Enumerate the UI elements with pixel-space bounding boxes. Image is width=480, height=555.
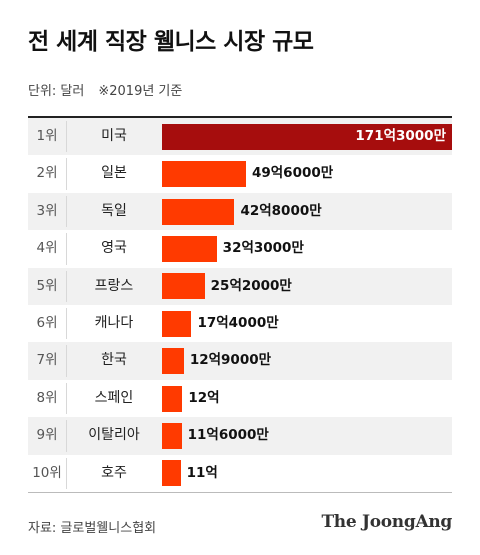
rank-label: 8위 bbox=[36, 389, 58, 406]
value-label: 12억 bbox=[188, 389, 220, 406]
data-bar bbox=[162, 422, 182, 449]
table-row bbox=[28, 417, 452, 455]
category-label: 호주 bbox=[101, 464, 127, 481]
rank-column-divider bbox=[66, 158, 67, 190]
data-bar bbox=[162, 310, 192, 337]
rank-label: 5위 bbox=[36, 277, 58, 294]
category-label: 한국 bbox=[101, 352, 127, 369]
rank-label: 2위 bbox=[36, 165, 58, 182]
value-label: 171억3000만 bbox=[355, 128, 446, 144]
rank-column-divider bbox=[66, 195, 67, 228]
value-label: 32억3000만 bbox=[222, 240, 304, 257]
unit-label: 단위: 달러 bbox=[28, 84, 85, 99]
data-bar bbox=[162, 460, 181, 487]
rank-column-divider bbox=[66, 270, 67, 302]
category-label: 영국 bbox=[101, 240, 127, 257]
category-label: 스페인 bbox=[94, 389, 134, 406]
value-label: 17억4000만 bbox=[197, 315, 279, 331]
value-label: 42억8000만 bbox=[240, 202, 322, 219]
rank-column-divider bbox=[66, 345, 67, 377]
unit-note: 단위: 달러 ※2019년 기준 bbox=[28, 80, 182, 99]
base-year-note: ※2019년 기준 bbox=[98, 84, 183, 99]
rank-label: 10위 bbox=[32, 464, 62, 481]
rank-label: 4위 bbox=[36, 240, 58, 257]
table-row bbox=[28, 454, 452, 492]
value-label: 11억 bbox=[186, 464, 218, 481]
table-top-rule bbox=[28, 116, 452, 118]
category-label: 독일 bbox=[101, 202, 127, 219]
data-bar bbox=[162, 348, 184, 375]
rank-column-divider bbox=[66, 420, 67, 452]
rank-column-divider bbox=[66, 382, 67, 415]
data-bar bbox=[162, 385, 183, 412]
table-row bbox=[28, 267, 452, 305]
rank-label: 1위 bbox=[36, 128, 58, 144]
table-row bbox=[28, 342, 452, 380]
category-label: 캐나다 bbox=[94, 315, 134, 331]
source-note: 자료: 글로벌웰니스협회 bbox=[28, 521, 157, 536]
brand-logo: The JoongAng bbox=[321, 512, 452, 532]
rank-label: 7위 bbox=[36, 352, 58, 369]
data-bar bbox=[162, 123, 452, 150]
table-bottom-rule bbox=[28, 492, 452, 493]
rank-column-divider bbox=[66, 457, 67, 489]
table-row bbox=[28, 305, 452, 343]
category-label: 이탈리아 bbox=[88, 427, 140, 444]
rank-label: 3위 bbox=[36, 202, 58, 219]
rank-column-divider bbox=[66, 308, 67, 340]
value-label: 25억2000만 bbox=[210, 277, 292, 294]
table-row bbox=[28, 379, 452, 418]
category-label: 일본 bbox=[101, 165, 127, 182]
table-row bbox=[28, 230, 452, 268]
rank-column-divider bbox=[66, 233, 67, 265]
rank-label: 6위 bbox=[36, 315, 58, 331]
value-label: 11억6000만 bbox=[187, 427, 269, 444]
value-label: 12억9000만 bbox=[189, 352, 272, 369]
category-label: 프랑스 bbox=[94, 277, 134, 294]
data-bar bbox=[162, 161, 246, 188]
data-bar bbox=[162, 198, 235, 225]
data-bar bbox=[162, 273, 205, 300]
rank-column-divider bbox=[66, 121, 67, 153]
data-bar bbox=[162, 235, 217, 262]
rank-label: 9위 bbox=[36, 427, 58, 444]
value-label: 49억6000만 bbox=[251, 165, 334, 182]
table-row bbox=[28, 192, 452, 231]
category-label: 미국 bbox=[101, 128, 127, 144]
chart-title: 전 세계 직장 웰니스 시장 규모 bbox=[28, 29, 314, 55]
